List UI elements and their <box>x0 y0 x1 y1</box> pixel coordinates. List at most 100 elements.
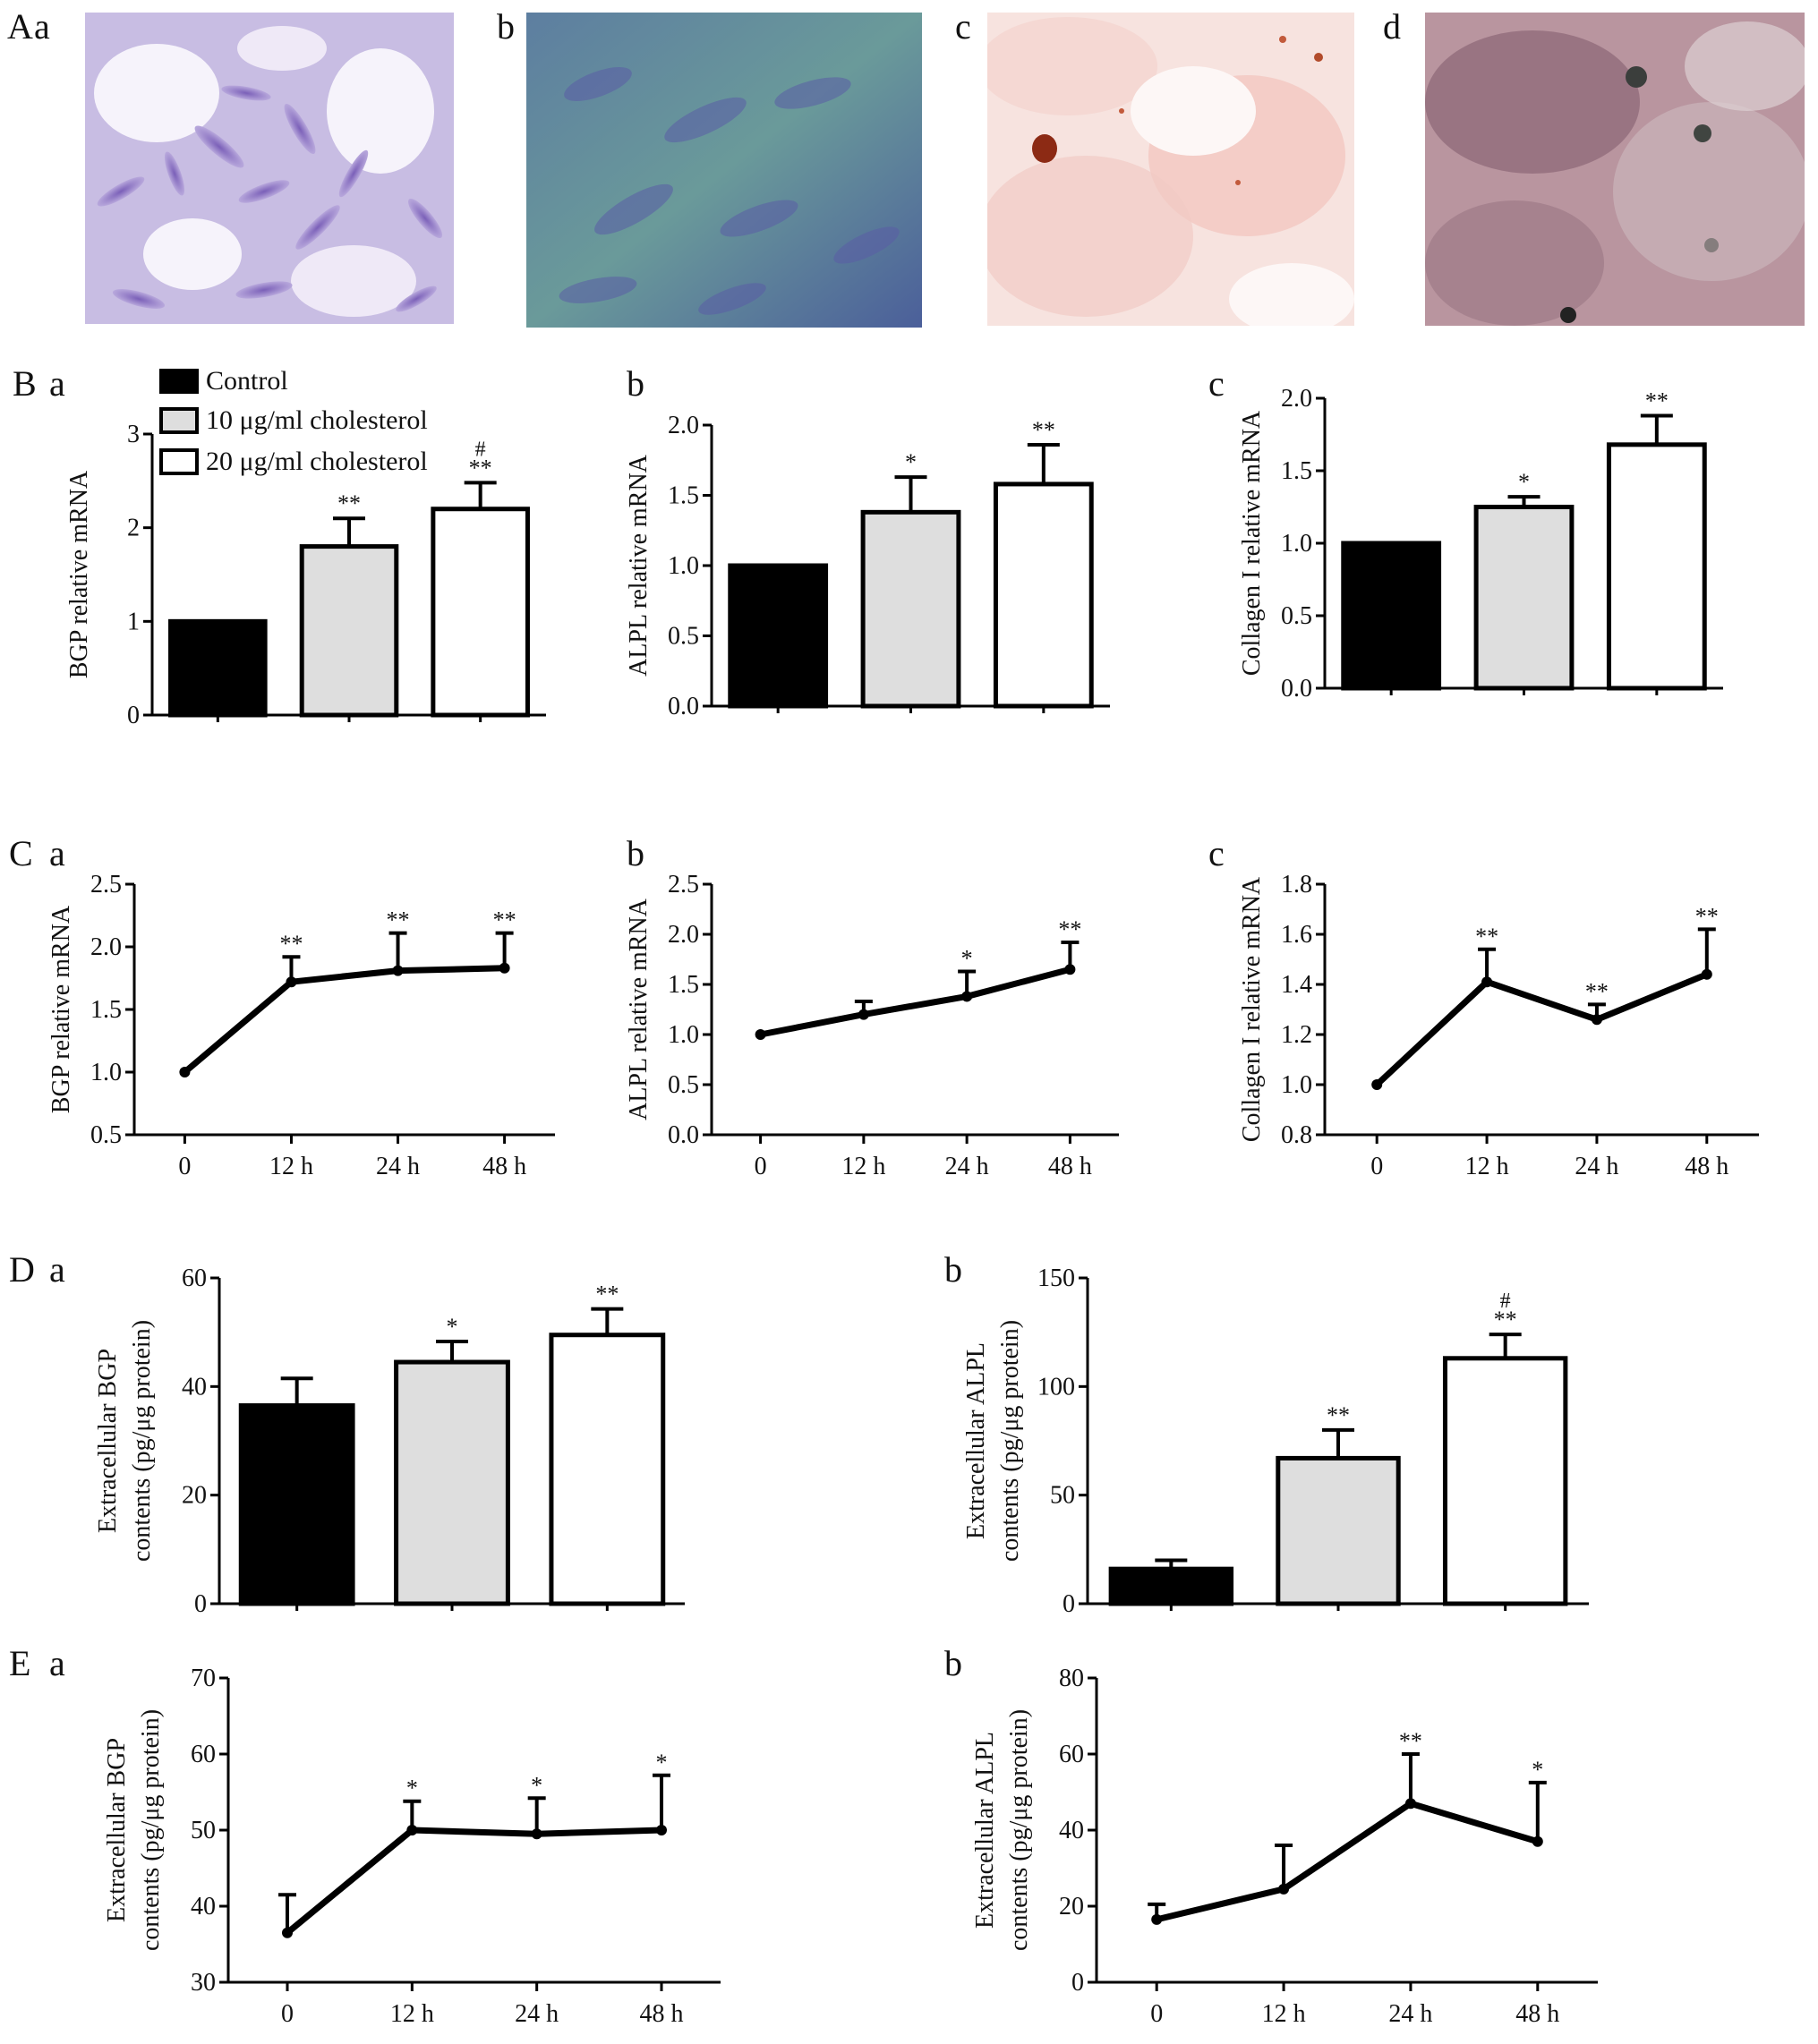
y-tick-label: 30 <box>191 1969 216 1997</box>
y-tick-label: 40 <box>182 1373 207 1401</box>
significance-label: ** <box>595 1282 619 1307</box>
x-tick-label: 48 h <box>640 2000 684 2028</box>
y-axis-label: Extracellular ALPL <box>962 1342 990 1539</box>
y-axis-label: BGP relative mRNA <box>67 470 93 678</box>
panel-label-C-b: b <box>627 833 644 873</box>
data-point <box>499 962 510 974</box>
chart-D-b: Extracellular ALPL contents (pg/μg protei… <box>962 1265 1589 1618</box>
y-axis-label: Collagen I relative mRNA <box>1240 876 1266 1142</box>
significance-label: ** <box>493 907 516 933</box>
bar <box>168 618 268 718</box>
significance-label: ** <box>1494 1307 1517 1333</box>
y-axis-label: contents (pg/μg protein) <box>996 1320 1024 1562</box>
panel-label-E: E <box>9 1643 31 1683</box>
significance-label: ** <box>1032 417 1055 443</box>
significance-label: ** <box>1058 916 1081 942</box>
data-point <box>1532 1835 1543 1847</box>
data-point <box>1064 964 1076 975</box>
panel-label-D: D <box>9 1249 35 1290</box>
y-tick-label: 2.0 <box>668 921 699 949</box>
legend-swatch-control <box>159 369 199 394</box>
y-tick-label: 1.0 <box>668 1021 699 1049</box>
legend-label-10: 10 μg/ml cholesterol <box>206 405 428 435</box>
series-line <box>759 966 1071 1038</box>
y-tick-label: 80 <box>1059 1665 1084 1692</box>
micrograph-a-image <box>85 13 454 324</box>
x-tick-label: 48 h <box>1048 1153 1092 1180</box>
y-tick-label: 150 <box>1037 1265 1075 1292</box>
series-line <box>1156 1800 1539 1923</box>
significance-label: * <box>656 1750 668 1776</box>
y-tick-label: 40 <box>191 1893 216 1921</box>
significance-label: ** <box>1585 978 1609 1004</box>
y-axis-label: contents (pg/μg protein) <box>128 1320 156 1562</box>
y-tick-label: 1.5 <box>1281 457 1312 485</box>
y-tick-label: 0.8 <box>1281 1121 1312 1149</box>
y-tick-label: 20 <box>182 1482 207 1510</box>
legend-swatch-10 <box>159 407 199 434</box>
significance-label: ** <box>1645 388 1669 413</box>
significance-label: ** <box>1327 1402 1350 1428</box>
panel-label-A-d: d <box>1383 6 1401 47</box>
bar <box>860 509 961 709</box>
y-tick-label: 1.0 <box>1281 530 1312 558</box>
panel-label-D-a: a <box>49 1249 65 1290</box>
y-tick-label: 0.5 <box>90 1121 122 1149</box>
y-tick-label: 1.8 <box>1281 871 1312 899</box>
y-tick-label: 20 <box>1059 1893 1084 1921</box>
bar <box>1473 505 1575 691</box>
significance-label: * <box>905 449 917 475</box>
y-tick-label: 0.0 <box>668 693 699 720</box>
y-tick-label: 100 <box>1037 1373 1075 1401</box>
chart-E-a: Extracellular BGP contents (pg/μg protein… <box>103 1665 721 2028</box>
y-tick-label: 1.2 <box>1281 1021 1312 1049</box>
x-tick-label: 24 h <box>945 1153 989 1180</box>
y-tick-label: 60 <box>1059 1741 1084 1768</box>
chart-C-b: ALPL relative mRNA 0.0 0.5 1.0 1.5 2.0 2.5 0 12 … <box>627 871 1119 1180</box>
bar <box>238 1403 355 1606</box>
y-axis-label: ALPL relative mRNA <box>627 898 653 1120</box>
significance-label: ** <box>279 931 303 957</box>
significance-label: * <box>1532 1757 1543 1783</box>
panel-label-A-c: c <box>955 6 971 47</box>
significance-label: * <box>531 1772 542 1798</box>
panel-label-E-a: a <box>49 1643 65 1683</box>
bar <box>1276 1455 1401 1606</box>
chart-C-c: Collagen I relative mRNA 0.8 1.0 1.2 1.4 1.6 1… <box>1240 871 1759 1180</box>
y-tick-label: 0.5 <box>1281 602 1312 630</box>
legend-label-control: Control <box>206 366 288 396</box>
significance-label: ** <box>337 490 361 516</box>
bar <box>1341 541 1442 691</box>
micrograph-b-image <box>526 13 922 328</box>
significance-label: * <box>961 945 973 971</box>
panel-label-A: A <box>7 6 33 47</box>
y-tick-label: 1.4 <box>1281 971 1312 999</box>
chart-B-c: Collagen I relative mRNA 0.0 0.5 1.0 1.5 2.0 *… <box>1240 385 1723 703</box>
legend-item-control: Control <box>159 362 428 400</box>
y-tick-label: 3 <box>127 421 140 448</box>
significance-label: ** <box>1695 903 1719 929</box>
y-tick-label: 2.0 <box>90 933 122 961</box>
y-tick-label: 50 <box>1050 1482 1075 1510</box>
series-line <box>285 1827 662 1936</box>
bar <box>394 1359 510 1606</box>
panel-label-C-c: c <box>1208 833 1225 873</box>
bar <box>728 563 829 709</box>
y-tick-label: 0.5 <box>668 1071 699 1099</box>
y-tick-label: 1.5 <box>90 996 122 1024</box>
y-tick-label: 1.0 <box>90 1059 122 1086</box>
x-tick-label: 48 h <box>1515 2000 1559 2028</box>
y-tick-label: 1.5 <box>668 482 699 510</box>
x-tick-label: 24 h <box>1388 2000 1432 2028</box>
x-tick-label: 24 h <box>515 2000 559 2028</box>
y-tick-label: 0 <box>127 702 140 729</box>
significance-label: ** <box>387 907 410 933</box>
panel-label-B-c: c <box>1208 363 1225 404</box>
y-tick-label: 2.5 <box>90 871 122 899</box>
bar <box>993 481 1094 709</box>
data-point <box>1404 1798 1416 1810</box>
y-tick-label: 0 <box>1063 1590 1075 1618</box>
significance-label: * <box>447 1314 458 1340</box>
data-point <box>179 1067 191 1077</box>
panel-label-E-b: b <box>944 1643 962 1683</box>
